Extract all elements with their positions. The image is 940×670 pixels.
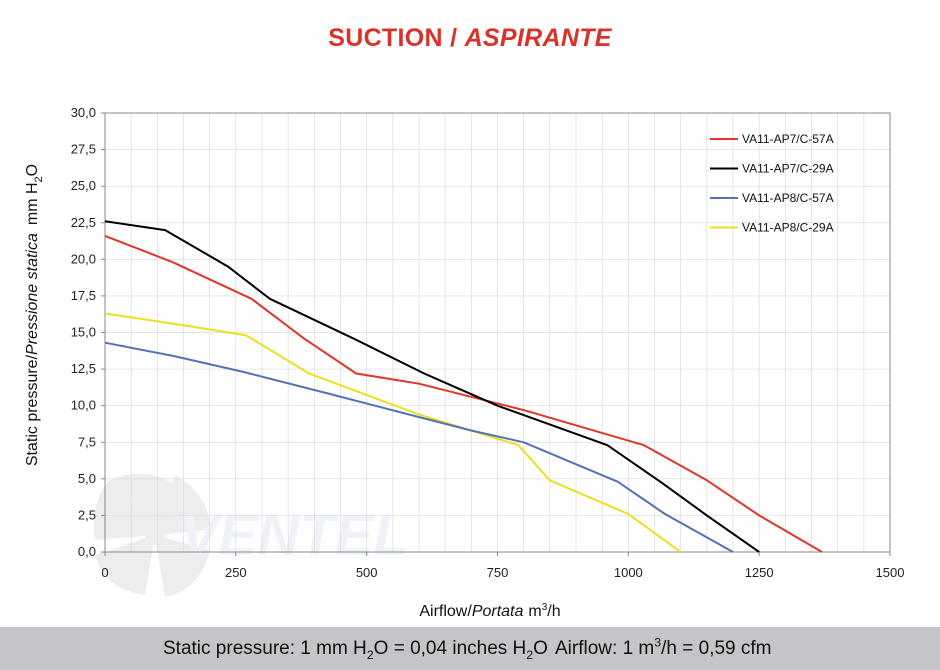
- x-axis-label-a: Airflow: [419, 603, 467, 620]
- x-axis-unit-sup: 3: [542, 602, 548, 613]
- watermark-logo: VENTEL: [94, 473, 409, 597]
- y-tick-label: 30,0: [71, 105, 96, 120]
- x-tick-label: 1000: [614, 565, 643, 580]
- chart-canvas: VENTEL 0,0 2,5 5,0 7,5 10,0 12,5 15,0 17,5 20,0 2…: [24, 105, 905, 620]
- x-tick-label: 1250: [745, 565, 774, 580]
- legend-label: VA11-AP7/C-57A: [742, 132, 834, 146]
- x-axis-unit-post: /h: [547, 603, 560, 620]
- watermark-text: VENTEL: [180, 503, 409, 568]
- x-tick-label: 500: [356, 565, 378, 580]
- legend-label: VA11-AP7/C-29A: [742, 162, 834, 176]
- footer-airflow-sup: 3: [654, 635, 662, 650]
- y-tick-label: 5,0: [78, 471, 96, 486]
- footer-pressure-mid: O = 0,04 inches H: [373, 638, 527, 659]
- series-layer: [104, 220, 823, 553]
- tick-labels: 0,0 2,5 5,0 7,5 10,0 12,5 15,0 17,5 20,0 22,5 25,0…: [71, 105, 905, 580]
- series-line-2: [104, 341, 734, 553]
- y-tick-label: 17,5: [71, 288, 96, 303]
- y-tick-label: 2,5: [78, 507, 96, 522]
- x-tick-label: 250: [225, 565, 247, 580]
- footer-airflow-note: Airflow: 1 m3/h = 0,59 cfm: [555, 635, 772, 660]
- footer-pressure-label: Static pressure: 1 mm H: [163, 638, 367, 659]
- y-tick-label: 20,0: [71, 251, 96, 266]
- legend-label: VA11-AP8/C-57A: [742, 191, 834, 205]
- title-main: SUCTION /: [328, 24, 465, 52]
- series-line-3: [104, 312, 682, 553]
- footer-bar: Static pressure: 1 mm H2O = 0,04 inches …: [0, 627, 940, 670]
- x-axis-label-slash: /: [467, 603, 472, 620]
- y-tick-label: 22,5: [71, 215, 96, 230]
- y-tick-label: 15,0: [71, 325, 96, 340]
- series-line-0: [104, 234, 823, 553]
- y-tick-label: 27,5: [71, 142, 96, 157]
- footer-pressure-sub2: 2: [526, 647, 534, 662]
- x-axis-label-b: Portata: [472, 603, 524, 620]
- footer-airflow-label: Airflow: 1 m: [555, 638, 655, 659]
- y-tick-label: 7,5: [78, 434, 96, 449]
- x-tick-label: 750: [487, 565, 509, 580]
- footer-pressure-sub: 2: [366, 647, 374, 662]
- footer-pressure-end: O: [533, 638, 548, 659]
- legend: VA11-AP7/C-57A VA11-AP7/C-29A VA11-AP8/C-5…: [710, 132, 834, 235]
- y-axis-label: Static pressure/Pressione statica mm H2O: [24, 164, 45, 466]
- series-line-1: [104, 220, 760, 553]
- legend-label: VA11-AP8/C-29A: [742, 221, 834, 235]
- title-italic: ASPIRANTE: [464, 24, 612, 52]
- y-tick-label: 10,0: [71, 398, 96, 413]
- y-axis-unit-sub: 2: [33, 176, 45, 182]
- chart-title: SUCTION / ASPIRANTE: [0, 24, 940, 53]
- y-axis-label-a: Static pressure: [24, 359, 41, 466]
- y-axis-label-slash: /: [24, 354, 41, 359]
- x-axis-label: Airflow/Portata m3/h: [419, 602, 560, 620]
- y-axis-unit-post: O: [24, 164, 41, 176]
- y-axis-unit-pre: mm H: [24, 182, 41, 225]
- x-tick-label: 1500: [876, 565, 905, 580]
- y-axis-label-b: Pressione statica: [24, 233, 41, 355]
- footer-airflow-end: /h = 0,59 cfm: [661, 638, 772, 659]
- footer-pressure-note: Static pressure: 1 mm H2O = 0,04 inches …: [163, 638, 548, 662]
- x-tick-label: 0: [101, 565, 108, 580]
- x-axis-unit-pre: m: [528, 603, 541, 620]
- y-tick-label: 25,0: [71, 178, 96, 193]
- y-tick-label: 12,5: [71, 361, 96, 376]
- y-tick-label: 0,0: [78, 544, 96, 559]
